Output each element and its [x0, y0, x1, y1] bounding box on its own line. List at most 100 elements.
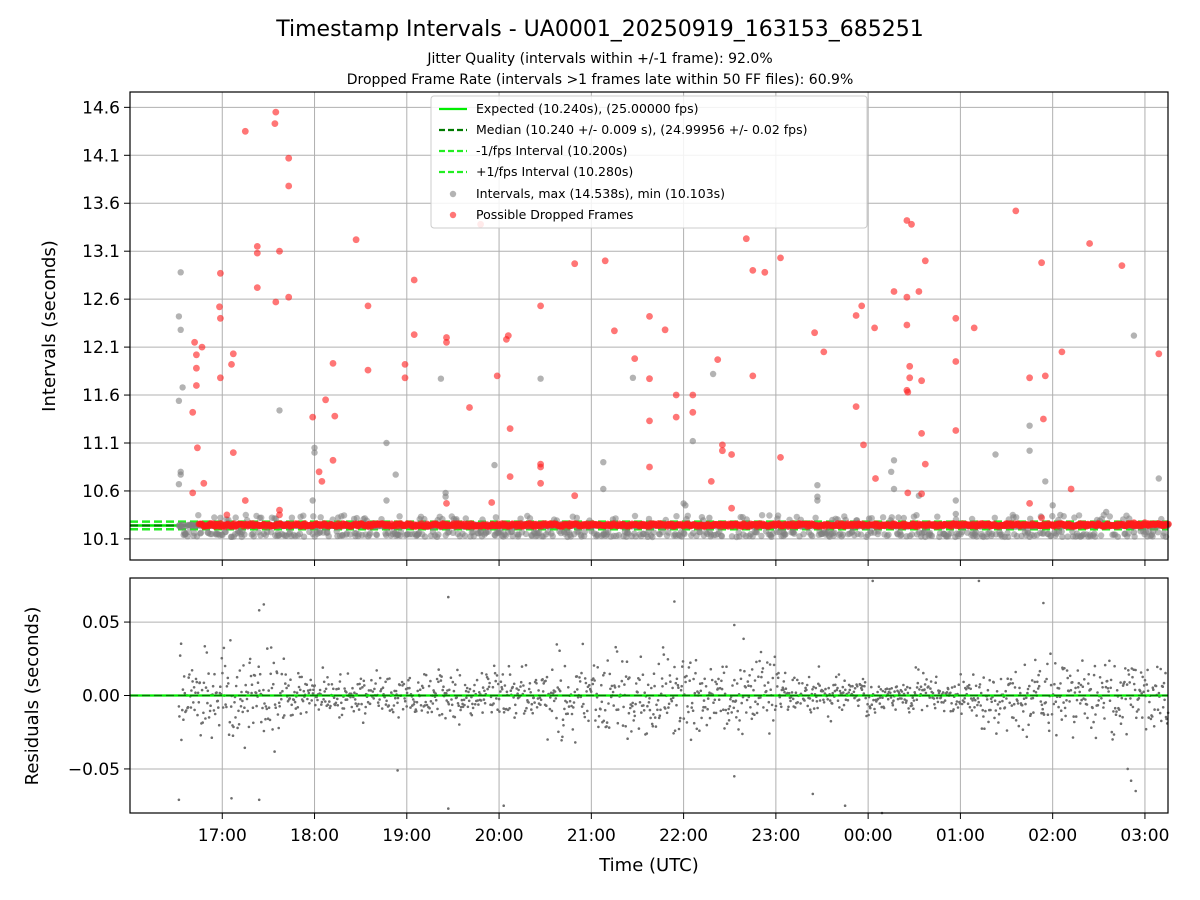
interval-point [177, 326, 184, 333]
interval-point [1059, 533, 1066, 540]
residual-point [254, 691, 258, 695]
residual-point [1097, 699, 1100, 702]
residual-point [275, 671, 279, 675]
residual-point [1101, 686, 1104, 689]
residual-point [990, 700, 993, 704]
dropped-frame-point [191, 338, 199, 346]
residual-point [655, 703, 658, 707]
residual-point [692, 721, 696, 725]
residual-point [499, 690, 502, 693]
residual-point [1117, 708, 1121, 711]
residual-point [1131, 705, 1135, 709]
residual-point [840, 708, 844, 711]
interval-point [958, 528, 966, 536]
residual-point [1159, 667, 1162, 671]
residual-point [929, 680, 933, 683]
residual-point [776, 676, 780, 680]
residual-point [408, 676, 412, 680]
chart-title: Timestamp Intervals - UA0001_20250919_16… [275, 17, 924, 42]
residual-point [503, 684, 507, 687]
intervals-y-tick-label: 12.1 [82, 338, 120, 358]
residual-point [1113, 664, 1116, 668]
residual-point [490, 710, 494, 714]
dropped-frame-point [918, 430, 925, 437]
residual-point [462, 698, 466, 702]
interval-point [392, 471, 399, 478]
residual-point [662, 653, 666, 656]
residual-point [679, 716, 682, 720]
residual-point [997, 721, 1000, 724]
residual-point [737, 728, 740, 731]
dropped-frame-point [443, 500, 450, 507]
residual-point [779, 702, 782, 706]
residual-point [805, 683, 809, 687]
residual-point [571, 728, 575, 731]
dropped-frame-point [646, 375, 653, 383]
residual-point [374, 682, 377, 685]
dropped-frame-point [401, 374, 409, 382]
residual-point [1094, 736, 1098, 740]
residual-point [749, 684, 753, 688]
residual-point [939, 696, 943, 699]
residual-point [718, 686, 722, 690]
residual-point [332, 696, 336, 699]
residual-point [878, 696, 882, 699]
residual-point [955, 700, 959, 703]
residual-point [1020, 703, 1024, 707]
residual-point [550, 709, 554, 713]
intervals-panel: 10.1 10.6 11.1 11.6 12.1 12.6 13.1 13.6 14.1 14.6… [39, 91, 1172, 566]
residual-point [673, 600, 676, 603]
residual-point [436, 707, 439, 711]
residual-point [440, 712, 444, 716]
residual-point [396, 696, 400, 700]
residual-point [1165, 717, 1168, 721]
interval-point [421, 533, 429, 540]
dropped-frame-point [906, 362, 914, 370]
residual-point [949, 691, 952, 695]
residual-point [923, 683, 927, 686]
residual-point [736, 709, 739, 713]
residual-point [1022, 697, 1026, 700]
residual-point [1010, 704, 1014, 707]
residual-point [812, 685, 815, 689]
residual-point [861, 684, 864, 688]
residual-point [429, 679, 432, 683]
dropped-frame-point [189, 408, 197, 416]
residual-point [272, 682, 275, 686]
residual-point [760, 675, 763, 679]
residual-point [962, 700, 966, 704]
residual-point [999, 707, 1002, 710]
interval-point [491, 461, 498, 469]
residual-point [188, 673, 191, 676]
residual-point [561, 718, 565, 721]
residual-point [321, 666, 325, 669]
residual-point [1092, 673, 1096, 677]
residual-point [530, 702, 534, 706]
residual-point [221, 706, 225, 709]
residual-point [1074, 686, 1077, 690]
interval-point [177, 471, 184, 478]
residual-point [572, 706, 575, 709]
residual-point [658, 714, 662, 717]
intervals-y-tick-label: 11.6 [82, 386, 120, 406]
dropped-frame-point [952, 358, 960, 365]
residual-point [634, 682, 638, 685]
legend-label-dropped: Possible Dropped Frames [476, 207, 633, 222]
residual-point [272, 661, 276, 665]
residual-point [582, 702, 585, 706]
residual-point [1121, 715, 1124, 719]
residual-point [496, 708, 499, 711]
residual-point [586, 709, 589, 713]
residual-point [928, 696, 931, 699]
residual-point [250, 691, 253, 695]
residual-point [279, 691, 282, 695]
residual-point [499, 680, 503, 683]
residual-point [1129, 779, 1133, 782]
interval-point [479, 516, 486, 523]
residual-point [398, 683, 402, 687]
residual-point [985, 698, 989, 701]
residual-point [581, 642, 585, 646]
residual-point [277, 701, 281, 705]
residual-point [919, 685, 923, 688]
residual-point [654, 725, 658, 728]
